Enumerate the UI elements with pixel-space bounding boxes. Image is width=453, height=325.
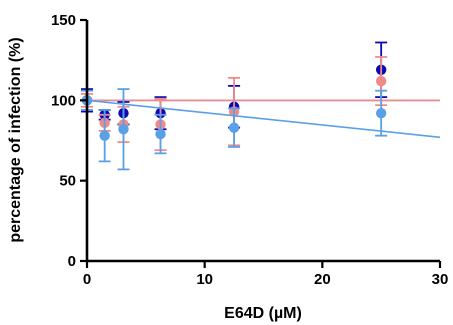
x-tick-label: 30 (432, 271, 449, 288)
series-layer (81, 41, 441, 171)
series-1 (81, 41, 440, 131)
x-tick-label: 20 (314, 271, 331, 288)
x-axis-label: E64D (µM) (224, 305, 302, 322)
axes-layer (85, 20, 440, 263)
data-point (375, 107, 387, 119)
x-tick-label: 0 (83, 271, 91, 288)
y-tick-label: 150 (51, 12, 76, 29)
x-tick-label: 10 (196, 271, 213, 288)
data-point (118, 124, 129, 135)
y-tick-label: 100 (51, 92, 76, 109)
data-point (99, 130, 110, 141)
y-tick-label: 0 (68, 253, 76, 270)
series-3 (81, 88, 441, 171)
y-axis-label: percentage of infection (%) (7, 37, 24, 242)
data-point (228, 122, 240, 133)
y-tick-label: 50 (59, 173, 76, 190)
ticks-layer: 0 10 20 30 0 50 100 150 (51, 12, 448, 288)
data-point (155, 128, 166, 140)
data-point (375, 75, 387, 87)
